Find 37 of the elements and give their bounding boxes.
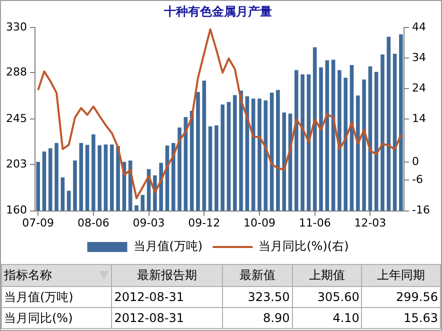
category-label: 当月值(万吨) <box>4 290 74 304</box>
y2-tick-label: 44 <box>412 20 426 34</box>
text: 8.90 <box>263 311 290 325</box>
y-tick-label: 160 <box>6 204 27 217</box>
chart-title: 十种有色金属月产量 <box>163 4 272 18</box>
y2-tick-label: -16 <box>412 204 430 217</box>
y-tick-label: 245 <box>6 112 27 125</box>
x-tick-label: 10-09 <box>244 216 276 230</box>
y2-tick-label: 34 <box>412 50 426 64</box>
y-tick-label: 330 <box>6 20 27 34</box>
y2-tick-label: 24 <box>412 81 426 94</box>
text: 2012-08-31 <box>114 311 184 325</box>
x-tick-label: 08-06 <box>77 216 110 230</box>
legend-label: 当月值(万吨) <box>133 239 203 254</box>
y-tick-label: 203 <box>6 157 27 170</box>
category-label: 指标名称 <box>2 264 112 286</box>
category-label: 最新值 <box>222 264 292 286</box>
text: 323.50 <box>248 290 290 304</box>
text: 4.10 <box>332 311 360 325</box>
legend-label: 当月同比(%)(右) <box>258 239 349 254</box>
text: 15.63 <box>404 311 438 325</box>
x-tick-label: 09-12 <box>188 216 220 230</box>
category-label: 当月同比(%) <box>4 310 73 324</box>
text: 2012-08-31 <box>114 290 184 304</box>
y-tick-label: 288 <box>6 66 27 79</box>
category-label: 上期值 <box>292 264 362 286</box>
text: 305.60 <box>317 290 360 304</box>
x-tick-label: 09-03 <box>132 216 165 230</box>
y2-tick-label: -6 <box>412 173 424 186</box>
category-label: 上年同期 <box>362 264 440 286</box>
y2-tick-label: 0 <box>412 154 420 168</box>
x-tick-label: 11-06 <box>298 216 331 230</box>
x-tick-label: 12-03 <box>354 216 386 230</box>
text: 299.56 <box>396 290 438 304</box>
x-tick-label: 07-09 <box>22 216 54 230</box>
category-label: 最新报告期 <box>112 264 223 286</box>
y2-tick-label: 14 <box>412 112 426 125</box>
